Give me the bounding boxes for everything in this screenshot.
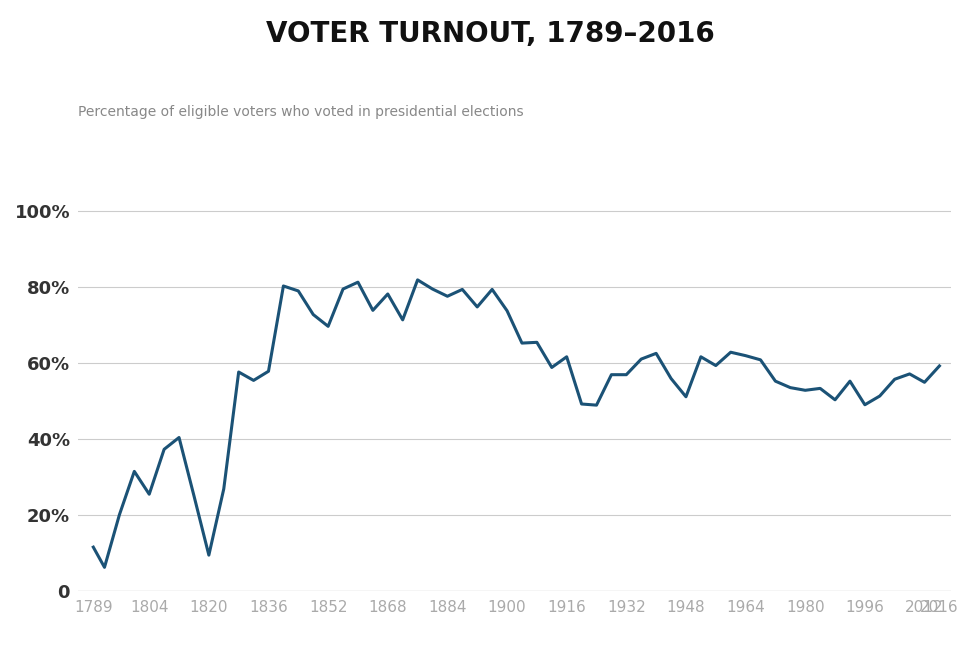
Text: VOTER TURNOUT, 1789–2016: VOTER TURNOUT, 1789–2016: [266, 20, 714, 48]
Text: Percentage of eligible voters who voted in presidential elections: Percentage of eligible voters who voted …: [78, 105, 524, 119]
